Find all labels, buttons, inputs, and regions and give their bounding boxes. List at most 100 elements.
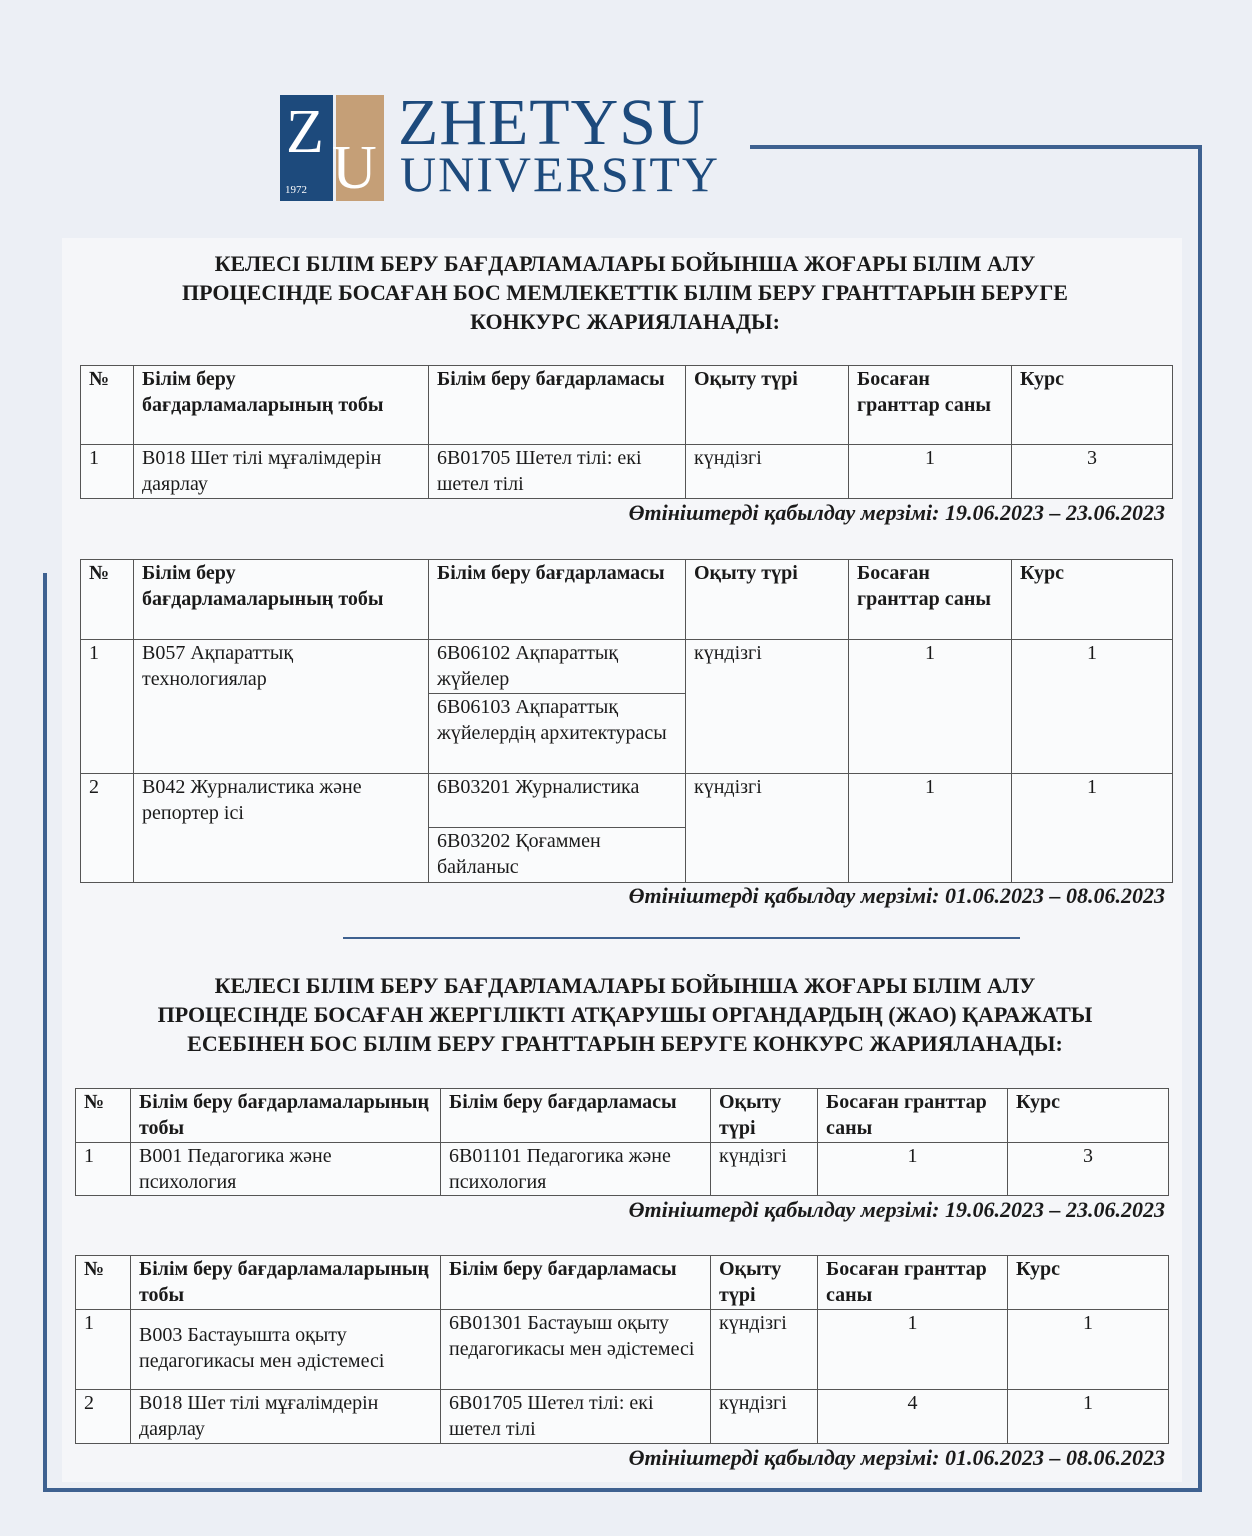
column-header: Білім беру бағдарламаларының тобы <box>130 1255 441 1310</box>
no-cell: 1 <box>75 1309 131 1390</box>
column-header: № <box>80 559 134 640</box>
group-cell: В018 Шет тілі мұғалімдерін даярлау <box>130 1389 441 1444</box>
heading-line: КОНКУРС ЖАРИЯЛАНАДЫ: <box>470 309 780 334</box>
section-2-heading: КЕЛЕСІ БІЛІМ БЕРУ БАҒДАРЛАМАЛАРЫ БОЙЫНША… <box>70 971 1180 1058</box>
heading-line: КЕЛЕСІ БІЛІМ БЕРУ БАҒДАРЛАМАЛАРЫ БОЙЫНША… <box>214 973 1036 998</box>
form-cell: күндізгі <box>685 773 849 883</box>
logo-name-line2: UNIVERSITY <box>400 146 720 202</box>
table-row: 2 В042 Журналистика және репортер ісі 6В03… <box>80 773 1173 883</box>
table-row: 1 В003 Бастауышта оқыту педагогикасы мен … <box>75 1309 1169 1390</box>
frame-right <box>1198 145 1202 1492</box>
grants-cell: 1 <box>817 1142 1008 1196</box>
group-cell: В018 Шет тілі мұғалімдерін даярлау <box>133 444 429 499</box>
grants-cell: 1 <box>848 639 1012 774</box>
program-cell: 6В03201 Журналистика <box>428 773 686 828</box>
logo-letter-u: U <box>332 134 377 202</box>
form-cell: күндізгі <box>710 1309 818 1390</box>
group-cell: В003 Бастауышта оқыту педагогикасы мен ә… <box>130 1309 441 1390</box>
column-header: № <box>75 1255 131 1310</box>
form-cell: күндізгі <box>710 1142 818 1196</box>
column-header: Оқыту түрі <box>685 365 849 445</box>
column-header: Білім беру бағдарламасы <box>428 365 686 445</box>
grants-cell: 4 <box>817 1389 1008 1444</box>
group-cell: В001 Педагогика және психология <box>130 1142 441 1196</box>
heading-line: ЕСЕБІНЕН БОС БІЛІМ БЕРУ ГРАНТТАРЫН БЕРУГ… <box>187 1031 1063 1056</box>
program-cell: 6В03202 Қоғаммен байланыс <box>428 827 686 883</box>
course-cell: 3 <box>1007 1142 1169 1196</box>
column-header: № <box>75 1088 131 1143</box>
column-header: Білім беру бағдарламасы <box>428 559 686 640</box>
course-cell: 1 <box>1011 639 1173 774</box>
column-header: Білім беру бағдарламаларының тобы <box>133 365 429 445</box>
course-cell: 1 <box>1011 773 1173 883</box>
heading-line: ПРОЦЕСІНДЕ БОСАҒАН ЖЕРГІЛІКТІ АТҚАРУШЫ О… <box>157 1002 1093 1027</box>
grants-table: № Білім беру бағдарламаларының тобы Білім … <box>80 559 1173 883</box>
column-header: Оқыту түрі <box>685 559 849 640</box>
form-cell: күндізгі <box>685 639 849 774</box>
grants-cell: 1 <box>817 1309 1008 1390</box>
frame-top <box>750 145 1202 149</box>
course-cell: 1 <box>1007 1389 1169 1444</box>
grants-cell: 1 <box>848 444 1012 499</box>
column-header: Оқыту түрі <box>710 1088 818 1143</box>
table-row: 1 В018 Шет тілі мұғалімдерін даярлау 6В017… <box>80 444 1173 499</box>
logo-tan-block <box>336 95 384 201</box>
no-cell: 1 <box>80 444 134 499</box>
grants-table: № Білім беру бағдарламаларының тобы Білім … <box>75 1255 1169 1444</box>
column-header: Босаған гранттар саны <box>817 1255 1008 1310</box>
program-cell: 6В01705 Шетел тілі: екі шетел тілі <box>428 444 686 499</box>
application-deadline: Өтініштерді қабылдау мерзімі: 19.06.2023… <box>628 500 1165 525</box>
column-header: № <box>80 365 134 445</box>
grants-table: № Білім беру бағдарламаларының тобы Білім … <box>80 365 1173 499</box>
course-cell: 1 <box>1007 1309 1169 1390</box>
grants-cell: 1 <box>848 773 1012 883</box>
no-cell: 1 <box>80 639 134 774</box>
program-cell: 6В01705 Шетел тілі: екі шетел тілі <box>440 1389 711 1444</box>
program-cell: 6В01101 Педагогика және психология <box>440 1142 711 1196</box>
logo-name-line1: ZHETYSU <box>398 86 706 159</box>
column-header: Курс <box>1011 365 1173 445</box>
program-cell: 6В06103 Ақпараттық жүйелердің архитектур… <box>428 693 686 774</box>
no-cell: 1 <box>75 1142 131 1196</box>
heading-line: ПРОЦЕСІНДЕ БОСАҒАН БОС МЕМЛЕКЕТТІК БІЛІМ… <box>182 280 1068 305</box>
column-header: Курс <box>1011 559 1173 640</box>
section-1-heading: КЕЛЕСІ БІЛІМ БЕРУ БАҒДАРЛАМАЛАРЫ БОЙЫНША… <box>70 249 1180 336</box>
column-header: Білім беру бағдарламасы <box>440 1255 711 1310</box>
application-deadline: Өтініштерді қабылдау мерзімі: 01.06.2023… <box>628 1445 1165 1470</box>
logo-year: 1972 <box>285 184 307 196</box>
form-cell: күндізгі <box>685 444 849 499</box>
column-header: Білім беру бағдарламасы <box>440 1088 711 1143</box>
table-row: 1 В057 Ақпараттық технологиялар 6В06102 Ақ… <box>80 639 1173 774</box>
form-cell: күндізгі <box>710 1389 818 1444</box>
section-divider <box>343 937 1020 939</box>
program-cell: 6В06102 Ақпараттық жүйелер <box>428 639 686 694</box>
column-header: Босаған гранттар саны <box>817 1088 1008 1143</box>
column-header: Білім беру бағдарламаларының тобы <box>130 1088 441 1143</box>
table-header-row: № Білім беру бағдарламаларының тобы Білім … <box>75 1088 1169 1143</box>
column-header: Босаған гранттар саны <box>848 559 1012 640</box>
column-header: Курс <box>1007 1255 1169 1310</box>
application-deadline: Өтініштерді қабылдау мерзімі: 01.06.2023… <box>628 883 1165 908</box>
logo-blue-block <box>280 95 333 201</box>
frame-left <box>43 573 47 1492</box>
application-deadline: Өтініштерді қабылдау мерзімі: 19.06.2023… <box>628 1197 1165 1222</box>
table-header-row: № Білім беру бағдарламаларының тобы Білім … <box>80 365 1173 445</box>
column-header: Білім беру бағдарламаларының тобы <box>133 559 429 640</box>
no-cell: 2 <box>75 1389 131 1444</box>
group-cell: В057 Ақпараттық технологиялар <box>133 639 429 774</box>
column-header: Курс <box>1007 1088 1169 1143</box>
program-cell: 6В01301 Бастауыш оқыту педагогикасы мен … <box>440 1309 711 1390</box>
heading-line: КЕЛЕСІ БІЛІМ БЕРУ БАҒДАРЛАМАЛАРЫ БОЙЫНША… <box>214 251 1036 276</box>
table-header-row: № Білім беру бағдарламаларының тобы Білім … <box>80 559 1173 640</box>
table-header-row: № Білім беру бағдарламаларының тобы Білім … <box>75 1255 1169 1310</box>
table-row: 6В06103 Ақпараттық жүйелердің архитектур… <box>81 693 1173 774</box>
column-header: Оқыту түрі <box>710 1255 818 1310</box>
no-cell: 2 <box>80 773 134 883</box>
grants-table: № Білім беру бағдарламаларының тобы Білім … <box>75 1088 1169 1196</box>
course-cell: 3 <box>1011 444 1173 499</box>
group-cell: В042 Журналистика және репортер ісі <box>133 773 429 883</box>
table-row: 1 В001 Педагогика және психология 6В01101 … <box>75 1142 1169 1196</box>
table-row: 6В03202 Қоғаммен байланыс <box>81 827 1173 883</box>
table-row: 2 В018 Шет тілі мұғалімдерін даярлау 6В017… <box>75 1389 1169 1444</box>
column-header: Босаған гранттар саны <box>848 365 1012 445</box>
